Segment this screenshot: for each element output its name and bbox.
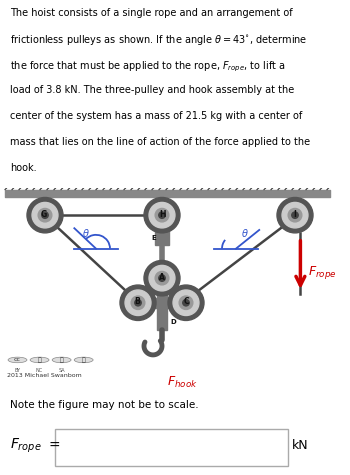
Text: $\theta$: $\theta$ xyxy=(82,227,90,239)
Text: The hoist consists of a single rope and an arrangement of: The hoist consists of a single rope and … xyxy=(10,8,293,18)
Circle shape xyxy=(144,260,180,296)
Circle shape xyxy=(32,202,58,228)
Text: B: B xyxy=(134,297,140,306)
Bar xyxy=(135,298,189,308)
Text: frictionless pulleys as shown. If the angle $\theta = 43^{\circ}$, determine: frictionless pulleys as shown. If the an… xyxy=(10,33,308,48)
Circle shape xyxy=(277,198,313,233)
Text: Ⓝ: Ⓝ xyxy=(38,357,41,363)
Text: I: I xyxy=(294,209,296,218)
Text: Ⓢ: Ⓢ xyxy=(60,357,63,363)
Bar xyxy=(157,269,167,308)
Text: hook.: hook. xyxy=(10,163,37,173)
Circle shape xyxy=(144,198,180,233)
Circle shape xyxy=(8,357,27,363)
Text: kN: kN xyxy=(292,439,308,452)
Circle shape xyxy=(159,275,165,281)
Circle shape xyxy=(52,357,71,363)
Text: $F_{rope}$: $F_{rope}$ xyxy=(10,437,42,455)
Circle shape xyxy=(125,290,151,315)
Text: cc: cc xyxy=(14,357,21,362)
Circle shape xyxy=(131,296,145,310)
Text: A: A xyxy=(159,273,165,282)
Circle shape xyxy=(155,271,169,285)
Circle shape xyxy=(292,212,298,218)
Bar xyxy=(157,308,167,330)
Text: $F_{rope}$: $F_{rope}$ xyxy=(308,264,337,281)
Text: BY: BY xyxy=(14,368,21,373)
Text: NC: NC xyxy=(36,368,43,373)
Circle shape xyxy=(149,266,175,291)
Circle shape xyxy=(149,202,175,228)
Circle shape xyxy=(168,285,204,321)
Circle shape xyxy=(42,212,48,218)
Text: 2013 Michael Swanbom: 2013 Michael Swanbom xyxy=(7,373,82,379)
Circle shape xyxy=(155,209,169,222)
Text: E: E xyxy=(151,235,156,241)
Circle shape xyxy=(288,209,302,222)
Circle shape xyxy=(159,212,165,218)
Circle shape xyxy=(38,209,52,222)
Text: Ⓠ: Ⓠ xyxy=(82,357,85,363)
Circle shape xyxy=(135,300,141,306)
Text: $\theta$: $\theta$ xyxy=(241,227,249,239)
Text: G: G xyxy=(41,209,47,218)
Text: $F_{hook}$: $F_{hook}$ xyxy=(167,375,198,390)
Bar xyxy=(155,231,169,245)
Text: Note the figure may not be to scale.: Note the figure may not be to scale. xyxy=(10,400,199,410)
Circle shape xyxy=(120,285,156,321)
Text: C: C xyxy=(183,297,189,306)
Text: load of 3.8 kN. The three-pulley and hook assembly at the: load of 3.8 kN. The three-pulley and hoo… xyxy=(10,85,295,95)
Circle shape xyxy=(30,357,49,363)
Circle shape xyxy=(179,296,193,310)
Circle shape xyxy=(173,290,199,315)
Text: H: H xyxy=(159,209,165,218)
Text: D: D xyxy=(170,319,176,325)
Text: SA: SA xyxy=(58,368,65,373)
Circle shape xyxy=(282,202,308,228)
Circle shape xyxy=(183,300,189,306)
Text: mass that lies on the line of action of the force applied to the: mass that lies on the line of action of … xyxy=(10,137,311,147)
Circle shape xyxy=(74,357,93,363)
Text: the force that must be applied to the rope, $F_{rope}$, to lift a: the force that must be applied to the ro… xyxy=(10,59,286,74)
Text: =: = xyxy=(49,439,60,453)
FancyBboxPatch shape xyxy=(55,429,288,466)
Text: center of the system has a mass of 21.5 kg with a center of: center of the system has a mass of 21.5 … xyxy=(10,111,303,121)
Circle shape xyxy=(27,198,63,233)
